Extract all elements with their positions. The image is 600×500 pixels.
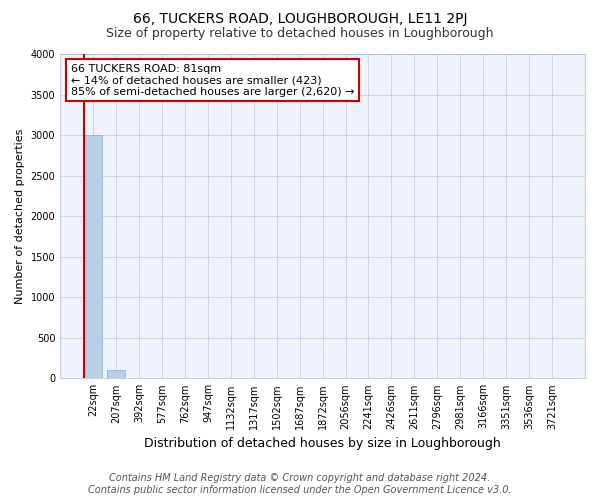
Text: Size of property relative to detached houses in Loughborough: Size of property relative to detached ho…	[106, 28, 494, 40]
Text: 66 TUCKERS ROAD: 81sqm
← 14% of detached houses are smaller (423)
85% of semi-de: 66 TUCKERS ROAD: 81sqm ← 14% of detached…	[71, 64, 354, 97]
Text: 66, TUCKERS ROAD, LOUGHBOROUGH, LE11 2PJ: 66, TUCKERS ROAD, LOUGHBOROUGH, LE11 2PJ	[133, 12, 467, 26]
Bar	[84, 135, 103, 378]
X-axis label: Distribution of detached houses by size in Loughborough: Distribution of detached houses by size …	[144, 437, 501, 450]
Text: Contains HM Land Registry data © Crown copyright and database right 2024.
Contai: Contains HM Land Registry data © Crown c…	[88, 474, 512, 495]
Bar	[107, 370, 125, 378]
Y-axis label: Number of detached properties: Number of detached properties	[15, 128, 25, 304]
